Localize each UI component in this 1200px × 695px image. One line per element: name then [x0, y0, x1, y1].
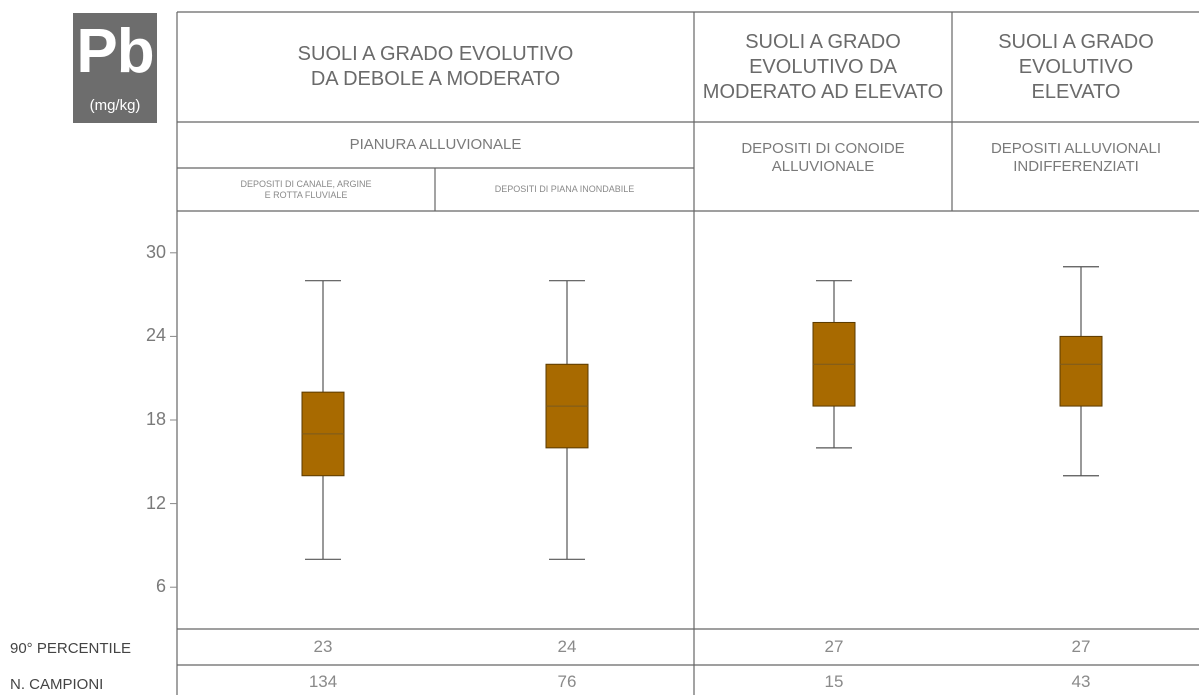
header-group-2: SUOLI A GRADO EVOLUTIVO DA MODERATO AD E…	[695, 13, 951, 121]
subheader-indifferenziati-line-1: DEPOSITI ALLUVIONALI	[991, 140, 1161, 158]
header-group-1: SUOLI A GRADO EVOLUTIVO DA DEBOLE A MODE…	[178, 13, 693, 121]
subheader-pianura: PIANURA ALLUVIONALE	[178, 123, 693, 167]
subsubheader-canale-line-1: DEPOSITI DI CANALE, ARGINE	[240, 179, 371, 190]
subsubheader-canale: DEPOSITI DI CANALE, ARGINE E ROTTA FLUVI…	[178, 169, 434, 210]
subheader-conoide-line-1: DEPOSITI DI CONOIDE	[741, 140, 904, 158]
y-tick-label-3: 24	[116, 325, 166, 346]
percentile-cell-3: 27	[1021, 637, 1141, 657]
samples-cell-2: 15	[774, 672, 894, 692]
row-label-samples: N. CAMPIONI	[10, 676, 103, 693]
subsubheader-piana: DEPOSITI DI PIANA INONDABILE	[436, 169, 693, 210]
subheader-conoide-line-2: ALLUVIONALE	[772, 158, 875, 176]
y-axis	[170, 253, 177, 587]
samples-cell-0: 134	[263, 672, 383, 692]
box-plots	[302, 267, 1102, 560]
box-3	[1060, 336, 1102, 406]
header-group-3-line-1: SUOLI A GRADO	[998, 30, 1154, 55]
unit-label: (mg/kg)	[73, 97, 157, 115]
element-badge: Pb (mg/kg)	[73, 13, 157, 123]
header-group-2-line-1: SUOLI A GRADO	[745, 30, 901, 55]
header-group-3: SUOLI A GRADO EVOLUTIVO ELEVATO	[953, 13, 1199, 121]
samples-cell-3: 43	[1021, 672, 1141, 692]
subsubheader-canale-line-2: E ROTTA FLUVIALE	[265, 190, 348, 201]
percentile-cell-0: 23	[263, 637, 383, 657]
y-tick-label-4: 30	[116, 242, 166, 263]
subheader-indifferenziati-line-2: INDIFFERENZIATI	[1013, 158, 1139, 176]
y-tick-label-0: 6	[116, 576, 166, 597]
row-label-percentile: 90° PERCENTILE	[10, 640, 131, 657]
percentile-cell-2: 27	[774, 637, 894, 657]
samples-cell-1: 76	[507, 672, 627, 692]
header-group-3-line-3: ELEVATO	[1032, 80, 1121, 105]
header-group-2-line-2: EVOLUTIVO DA	[749, 55, 897, 80]
header-group-1-line-2: DA DEBOLE A MODERATO	[311, 67, 560, 92]
y-tick-label-1: 12	[116, 493, 166, 514]
element-symbol: Pb	[73, 17, 157, 87]
header-group-2-line-3: MODERATO AD ELEVATO	[703, 80, 943, 105]
subheader-indifferenziati: DEPOSITI ALLUVIONALI INDIFFERENZIATI	[953, 140, 1199, 190]
percentile-cell-1: 24	[507, 637, 627, 657]
header-group-1-line-1: SUOLI A GRADO EVOLUTIVO	[298, 42, 574, 67]
header-group-3-line-2: EVOLUTIVO	[1019, 55, 1133, 80]
y-tick-label-2: 18	[116, 409, 166, 430]
subheader-conoide: DEPOSITI DI CONOIDE ALLUVIONALE	[695, 140, 951, 190]
